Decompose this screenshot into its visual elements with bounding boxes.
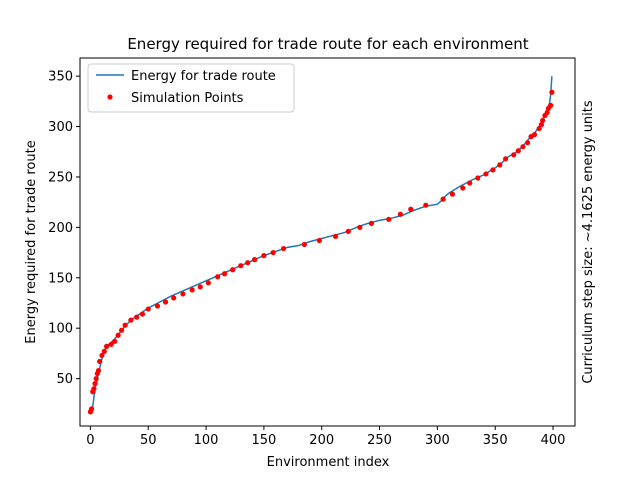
data-point	[450, 192, 455, 197]
y-tick-label: 200	[48, 221, 73, 236]
legend: Energy for trade route Simulation Points	[88, 64, 294, 112]
x-tick-label: 250	[367, 433, 392, 448]
data-point	[230, 267, 235, 272]
data-point	[503, 156, 508, 161]
data-point	[490, 167, 495, 172]
data-point	[94, 376, 99, 381]
data-point	[116, 333, 121, 338]
data-point	[357, 225, 362, 230]
data-point	[128, 318, 133, 323]
data-point	[369, 221, 374, 226]
data-point	[140, 311, 145, 316]
x-tick-label: 50	[140, 433, 157, 448]
data-point	[252, 257, 257, 262]
y-tick-label: 250	[48, 170, 73, 185]
chart-title: Energy required for trade route for each…	[127, 35, 528, 53]
data-point	[261, 253, 266, 258]
data-point	[511, 152, 516, 157]
data-point	[548, 103, 553, 108]
data-point	[163, 299, 168, 304]
data-point	[102, 349, 107, 354]
x-tick-label: 350	[483, 433, 508, 448]
data-point	[317, 238, 322, 243]
y-tick-label: 300	[48, 120, 73, 135]
x-tick-label: 300	[425, 433, 450, 448]
y-tick-label: 350	[48, 70, 73, 85]
data-point	[333, 234, 338, 239]
x-tick-label: 200	[309, 433, 334, 448]
data-point	[171, 295, 176, 300]
data-point	[423, 203, 428, 208]
y-tick-label: 50	[56, 372, 73, 387]
data-point	[155, 303, 160, 308]
data-point	[96, 368, 101, 373]
x-tick-label: 150	[251, 433, 276, 448]
data-point	[238, 263, 243, 268]
y-axis-title: Energy required for trade route	[24, 140, 39, 343]
data-point	[146, 306, 151, 311]
data-point	[198, 284, 203, 289]
data-point	[346, 229, 351, 234]
data-point	[540, 118, 545, 123]
data-point	[190, 287, 195, 292]
data-point	[281, 246, 286, 251]
data-point	[123, 323, 128, 328]
data-point	[112, 339, 117, 344]
data-point	[180, 291, 185, 296]
data-point	[245, 260, 250, 265]
data-point	[483, 171, 488, 176]
data-point	[92, 381, 97, 386]
data-point	[206, 280, 211, 285]
data-point	[91, 386, 96, 391]
data-point	[532, 132, 537, 137]
data-point	[104, 344, 109, 349]
data-point	[119, 328, 124, 333]
x-tick-label: 400	[541, 433, 566, 448]
x-tick-label: 100	[194, 433, 219, 448]
data-point	[97, 359, 102, 364]
data-point	[497, 162, 502, 167]
data-point	[520, 144, 525, 149]
x-axis-title: Environment index	[267, 455, 390, 470]
data-point	[525, 140, 530, 145]
data-point	[302, 242, 307, 247]
data-point	[271, 250, 276, 255]
curriculum-step-annotation: Curriculum step size: ~4.1625 energy uni…	[581, 100, 596, 384]
data-point	[441, 197, 446, 202]
y-tick-label: 100	[48, 322, 73, 337]
data-point	[386, 217, 391, 222]
y-tick-label: 150	[48, 271, 73, 286]
data-point	[516, 148, 521, 153]
legend-dot-swatch	[107, 94, 112, 99]
x-tick-label: 0	[86, 433, 94, 448]
data-point	[460, 185, 465, 190]
legend-label-points: Simulation Points	[131, 91, 244, 106]
data-point	[89, 406, 94, 411]
data-point	[222, 271, 227, 276]
data-point	[134, 315, 139, 320]
legend-label-line: Energy for trade route	[131, 69, 276, 84]
data-point	[215, 274, 220, 279]
data-point	[398, 212, 403, 217]
data-point	[467, 180, 472, 185]
data-point	[408, 207, 413, 212]
data-point	[475, 175, 480, 180]
data-point	[549, 90, 554, 95]
